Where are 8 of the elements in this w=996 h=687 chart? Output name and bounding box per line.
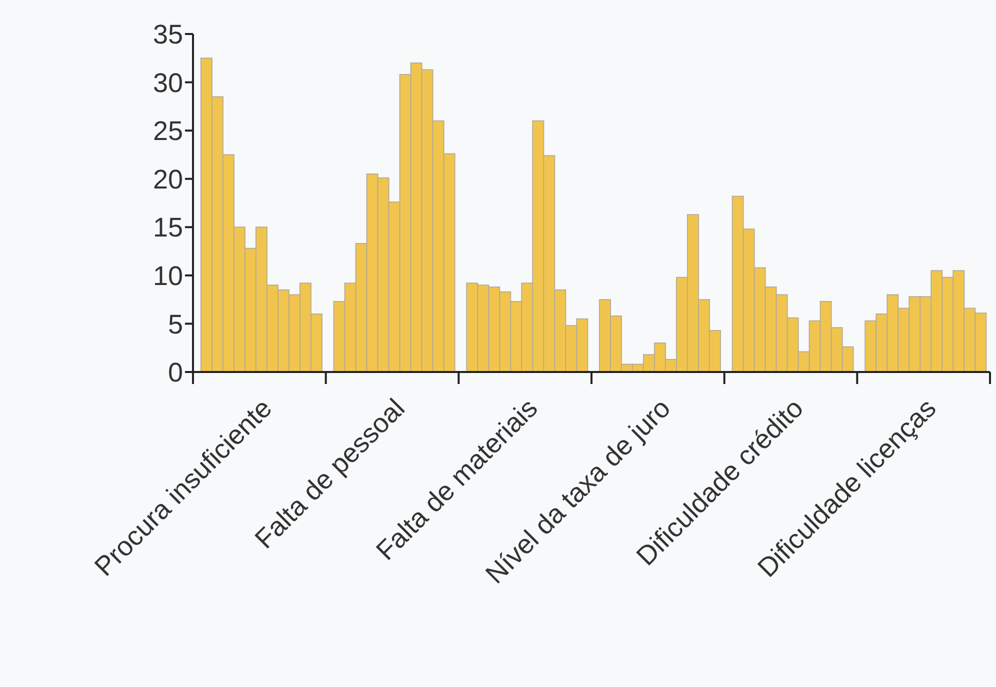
y-tick-label: 10 (152, 261, 183, 292)
y-tick-label: 20 (152, 164, 183, 194)
y-tick-label: 25 (152, 116, 183, 146)
y-tick-label: 0 (168, 358, 183, 388)
y-tick-label: 30 (152, 68, 183, 98)
y-tick-label: 5 (168, 309, 183, 340)
y-tick-label: 15 (152, 212, 183, 243)
y-tick-label: 35 (152, 20, 183, 50)
